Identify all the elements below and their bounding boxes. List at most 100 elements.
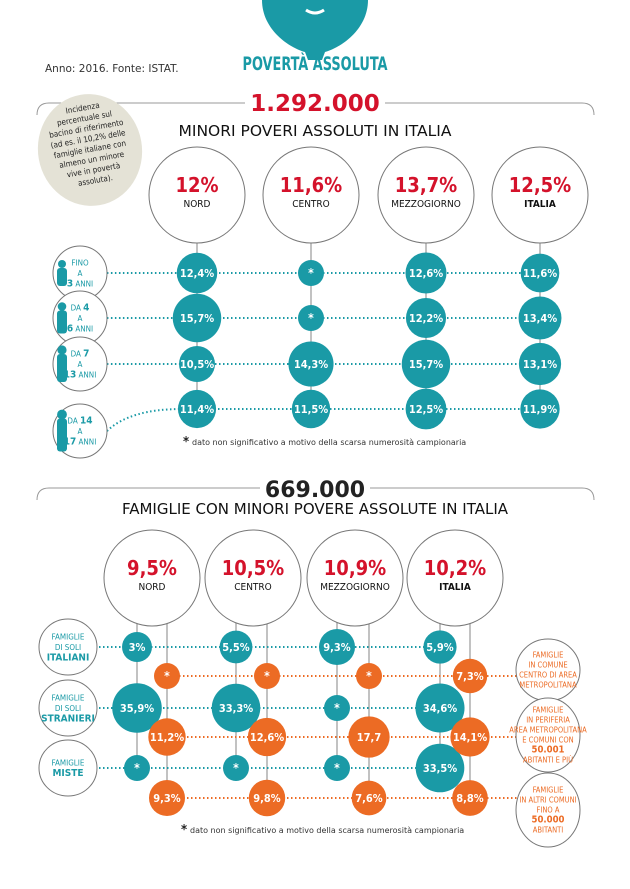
age-group-label: A — [78, 269, 83, 278]
bubble-label: 34,6% — [423, 702, 457, 715]
section-1-title: MINORI POVERI ASSOLUTI IN ITALIA — [179, 122, 452, 140]
bubble-label: 12,6% — [409, 267, 443, 280]
family-type-label: DI SOLI — [55, 704, 81, 713]
value-bubble — [518, 296, 562, 340]
region-value: 11,6% — [280, 173, 342, 197]
value-bubble — [518, 342, 562, 386]
value-bubble — [452, 658, 488, 694]
bubble-label: 5,5% — [222, 641, 250, 654]
value-bubble — [112, 683, 162, 733]
bubble-label: 11,6% — [523, 267, 557, 280]
municipality-type-label: METROPOLITANA — [519, 681, 577, 690]
bubble-label: * — [134, 761, 140, 775]
region-label: CENTRO — [234, 582, 272, 593]
municipality-type-label: AREA METROPOLITANA — [509, 726, 587, 735]
section-1-total: 1.292.000 — [250, 91, 380, 117]
child-figure-icon — [57, 354, 67, 382]
value-bubble — [288, 341, 334, 387]
municipality-type-circle — [515, 697, 581, 773]
region-label: MEZZOGIORNO — [320, 582, 390, 593]
value-bubble — [423, 630, 457, 664]
family-type-label: MISTE — [52, 768, 83, 779]
value-bubble — [351, 780, 387, 816]
region-value: 9,5% — [127, 556, 177, 580]
bubble-label: 11,5% — [294, 403, 328, 416]
child-figure-icon — [58, 260, 66, 268]
bubble-label: * — [264, 669, 270, 683]
bubble-label: * — [233, 761, 239, 775]
age-group-label: DA 7 — [71, 348, 90, 359]
municipality-type-label: IN ALTRI COMUNI — [519, 796, 576, 805]
family-type-label: FAMIGLIE — [52, 759, 85, 768]
value-bubble — [520, 389, 560, 429]
value-bubble — [520, 253, 560, 293]
bubble-label: 8,8% — [456, 792, 484, 805]
chart-famiglie: 9,5% NORD 10,5% CENTRO 10,9% MEZZOGIORNO 10,2%… — [38, 529, 587, 848]
value-bubble — [179, 346, 215, 382]
bubble-label: * — [334, 701, 340, 715]
value-bubble — [247, 717, 287, 757]
value-bubble — [223, 755, 249, 781]
municipality-type-label: IN COMUNE — [528, 661, 567, 670]
bubble-label: 7,6% — [355, 792, 383, 805]
family-type-label: STRANIERI — [41, 713, 95, 724]
family-type-label: FAMIGLIE — [52, 632, 85, 641]
municipality-type-label: 50.001 — [532, 745, 565, 756]
value-bubble — [348, 716, 390, 758]
section-2-divider — [36, 487, 595, 501]
region-circle — [306, 529, 404, 627]
bubble-label: 11,9% — [523, 403, 557, 416]
bubble-label: 9,8% — [253, 792, 281, 805]
value-bubble — [248, 779, 286, 817]
municipality-type-circle — [515, 772, 581, 848]
bubble-label: * — [164, 669, 170, 683]
bubble-label: * — [366, 669, 372, 683]
value-bubble — [291, 389, 331, 429]
region-label: ITALIA — [524, 199, 556, 210]
family-type-circle — [38, 679, 98, 737]
value-bubble — [450, 717, 490, 757]
region-label: CENTRO — [292, 199, 330, 210]
value-bubble — [356, 663, 382, 689]
municipality-type-label: IN PERIFERIA — [526, 716, 570, 725]
value-bubble — [324, 755, 350, 781]
page-title: POVERTÀ ASSOLUTA — [243, 52, 389, 75]
value-bubble — [405, 388, 447, 430]
municipality-type-label: ABITANTI E PIÙ — [523, 756, 573, 765]
bubble-label: 12,6% — [250, 731, 284, 744]
bubble-label: 15,7% — [409, 358, 443, 371]
child-figure-icon — [57, 345, 67, 355]
bubble-label: 33,3% — [219, 702, 253, 715]
bubble-label: 9,3% — [323, 641, 351, 654]
age-group-label: 17 ANNI — [64, 436, 97, 447]
family-type-label: ITALIANI — [47, 652, 90, 663]
child-figure-icon — [57, 310, 67, 334]
section-2-total: 669.000 — [265, 478, 365, 503]
value-bubble — [177, 389, 217, 429]
bubble-label: 5,9% — [426, 641, 454, 654]
municipality-type-label: ABITANTI — [533, 826, 564, 835]
family-type-label: FAMIGLIE — [52, 693, 85, 702]
region-value: 12,5% — [509, 173, 571, 197]
region-circle — [262, 146, 360, 244]
value-bubble — [318, 628, 356, 666]
section-2-title: FAMIGLIE CON MINORI POVERE ASSOLUTE IN I… — [122, 500, 509, 518]
region-label: NORD — [184, 199, 211, 210]
region-circle — [103, 529, 201, 627]
bubble-label: 17,7 — [357, 731, 382, 744]
bubble-label: 10,5% — [180, 358, 214, 371]
municipality-type-label: FAMIGLIE — [533, 786, 564, 795]
value-bubble — [405, 252, 447, 294]
value-bubble — [211, 683, 261, 733]
value-bubble — [405, 297, 447, 339]
child-figure-icon — [57, 302, 67, 311]
family-type-label: DI SOLI — [55, 643, 81, 652]
footnote-mark-2: * — [181, 823, 187, 838]
municipality-type-label: FAMIGLIE — [533, 651, 564, 660]
value-bubble — [122, 632, 152, 662]
region-value: 10,5% — [222, 556, 284, 580]
bubble-label: * — [308, 266, 314, 280]
region-value: 10,2% — [424, 556, 486, 580]
